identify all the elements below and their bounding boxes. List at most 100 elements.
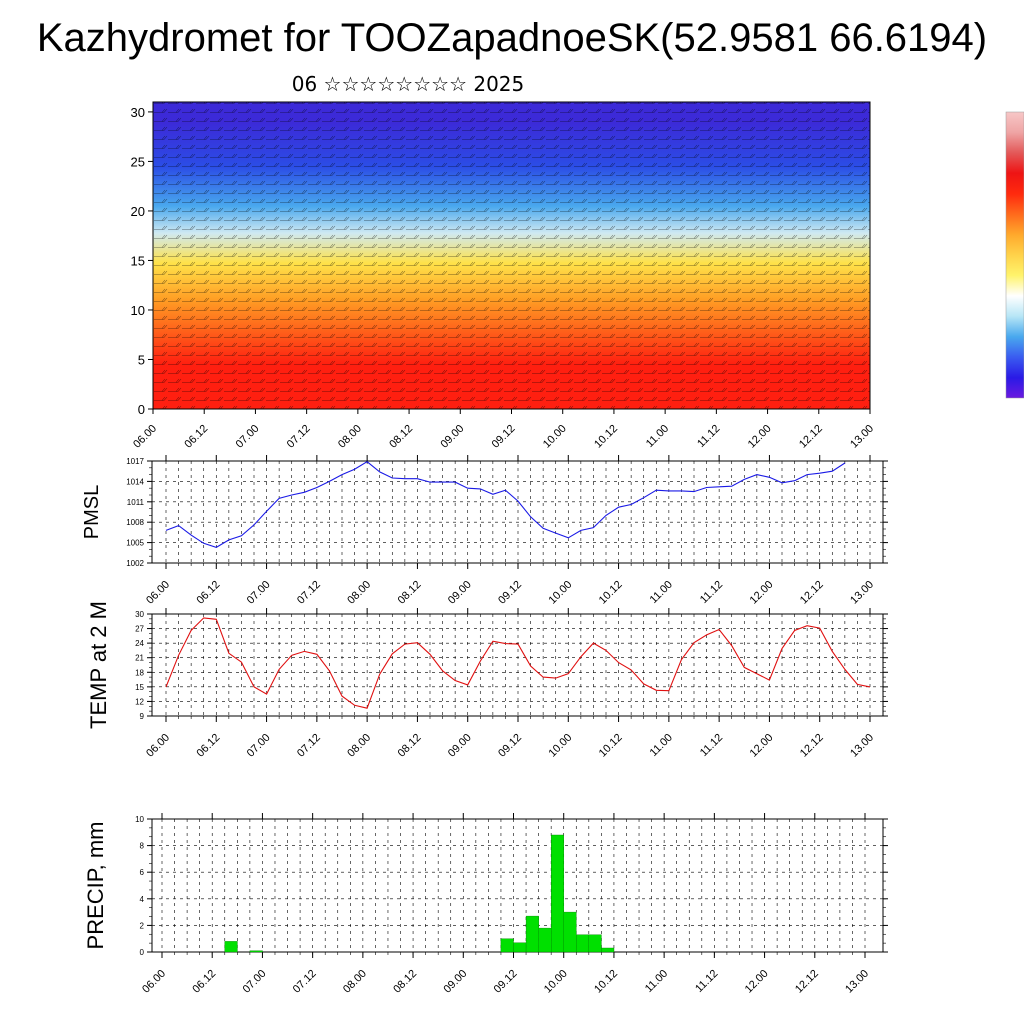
x-tick-label: 12.12 bbox=[798, 732, 826, 760]
x-tick-label: 06.00 bbox=[140, 968, 168, 996]
x-tick-label: 06.12 bbox=[182, 423, 210, 451]
x-tick-label: 09.00 bbox=[446, 579, 474, 607]
y-tick-label: 6 bbox=[140, 868, 145, 877]
x-tick-label: 07.00 bbox=[245, 732, 273, 760]
x-tick-label: 10.00 bbox=[542, 968, 570, 996]
x-tick-label: 08.12 bbox=[396, 732, 424, 760]
y-tick-label: 1011 bbox=[127, 498, 145, 507]
x-tick-label: 11.12 bbox=[693, 968, 720, 995]
y-tick-label: 21 bbox=[135, 654, 144, 663]
x-tick-label: 07.00 bbox=[241, 968, 269, 996]
y-tick-label: 8 bbox=[140, 842, 145, 851]
x-tick-label: 12.12 bbox=[793, 968, 821, 996]
y-tick-label: 1002 bbox=[126, 559, 144, 568]
x-tick-label: 13.00 bbox=[848, 732, 876, 760]
precip-bar bbox=[601, 947, 615, 953]
y-tick-label: 27 bbox=[135, 625, 144, 634]
x-tick-label: 13.00 bbox=[843, 968, 871, 996]
cross-section-heatmap: 0 5 10 15 20 25 30 06.00 06.12 07.00 07.12 08.00 08.… bbox=[131, 101, 876, 451]
precip-bar bbox=[551, 834, 565, 953]
colorbar bbox=[1005, 111, 1024, 399]
x-tick-label: 13.00 bbox=[848, 423, 876, 451]
x-tick-label: 07.00 bbox=[234, 423, 262, 451]
x-tick-label: 10.12 bbox=[597, 579, 625, 607]
x-tick-label: 11.00 bbox=[648, 579, 675, 606]
x-tick-label: 06.00 bbox=[144, 732, 172, 760]
x-tick-label: 08.00 bbox=[336, 423, 364, 451]
y-tick-label: 0 bbox=[138, 402, 145, 417]
y-tick-label: 9 bbox=[140, 712, 145, 721]
y-tick-label: 30 bbox=[131, 105, 145, 120]
x-tick-label: 12.00 bbox=[748, 732, 776, 760]
x-tick-label: 06.00 bbox=[131, 423, 159, 451]
x-tick-label: 11.12 bbox=[695, 423, 722, 450]
y-tick-label: 15 bbox=[131, 253, 145, 268]
x-tick-label: 11.00 bbox=[643, 968, 670, 995]
x-tick-label: 10.00 bbox=[546, 579, 574, 607]
x-tick-label: 09.00 bbox=[438, 423, 466, 451]
x-tick-label: 10.12 bbox=[597, 732, 625, 760]
precip-chart: 0 2 4 6 8 10 06.00 06.12 07.00 07.12 08.00 08.12 09.… bbox=[83, 813, 888, 996]
wind-barbs bbox=[153, 102, 870, 409]
x-tick-label: 10.00 bbox=[541, 423, 569, 451]
y-tick-label: 25 bbox=[131, 154, 145, 169]
plot-frame bbox=[151, 818, 884, 953]
x-tick-label: 10.00 bbox=[546, 732, 574, 760]
y-axis-label: PRECIP, mm bbox=[83, 822, 108, 950]
x-tick-label: 08.00 bbox=[345, 732, 373, 760]
y-tick-label: 24 bbox=[135, 639, 144, 648]
x-tick-label: 08.12 bbox=[396, 579, 424, 607]
y-tick-label: 5 bbox=[138, 352, 145, 367]
precip-bar bbox=[249, 950, 263, 953]
y-tick-label: 18 bbox=[135, 668, 144, 677]
y-tick-label: 10 bbox=[135, 815, 144, 824]
temp-line bbox=[165, 617, 871, 709]
x-tick-label: 09.12 bbox=[490, 423, 518, 451]
y-tick-label: 1008 bbox=[126, 518, 144, 527]
y-tick-label: 15 bbox=[135, 683, 144, 692]
x-tick-label: 07.12 bbox=[291, 968, 319, 996]
x-tick-label: 12.12 bbox=[797, 423, 825, 451]
x-tick-label: 11.12 bbox=[698, 732, 725, 759]
precip-bar bbox=[513, 942, 527, 953]
y-tick-label: 1014 bbox=[126, 477, 144, 486]
x-tick-label: 12.00 bbox=[746, 423, 774, 451]
y-tick-label: 1017 bbox=[126, 457, 144, 466]
x-tick-label: 12.00 bbox=[743, 968, 771, 996]
x-tick-label: 07.12 bbox=[295, 732, 323, 760]
y-tick-label: 4 bbox=[140, 895, 145, 904]
x-tick-label: 10.12 bbox=[592, 423, 620, 451]
y-axis-label: PMSL bbox=[81, 485, 103, 539]
x-tick-label: 09.12 bbox=[492, 968, 520, 996]
x-tick-label: 12.12 bbox=[798, 579, 826, 607]
y-tick-label: 1005 bbox=[126, 539, 144, 548]
x-tick-label: 07.12 bbox=[285, 423, 313, 451]
y-tick-label: 0 bbox=[140, 948, 145, 957]
x-tick-label: 09.12 bbox=[496, 732, 524, 760]
x-tick-label: 11.12 bbox=[698, 579, 725, 606]
x-tick-label: 10.12 bbox=[592, 968, 620, 996]
plot-frame bbox=[151, 460, 884, 564]
x-tick-label: 12.00 bbox=[748, 579, 776, 607]
x-tick-label: 07.00 bbox=[245, 579, 273, 607]
plot-frame bbox=[151, 613, 884, 717]
pmsl-line bbox=[165, 461, 846, 549]
x-tick-label: 09.12 bbox=[496, 579, 524, 607]
x-tick-label: 09.00 bbox=[446, 732, 474, 760]
page-title: Kazhydromet for TOOZapadnoeSK(52.9581 66… bbox=[36, 16, 988, 60]
x-tick-label: 09.00 bbox=[441, 968, 469, 996]
x-tick-label: 11.00 bbox=[648, 732, 675, 759]
y-tick-label: 2 bbox=[140, 921, 145, 930]
precip-bar bbox=[224, 941, 238, 953]
x-tick-label: 06.00 bbox=[144, 579, 172, 607]
y-tick-label: 20 bbox=[131, 204, 145, 219]
x-tick-label: 06.12 bbox=[194, 579, 222, 607]
x-tick-label: 11.00 bbox=[644, 423, 671, 450]
y-tick-label: 30 bbox=[135, 610, 144, 619]
pmsl-chart: 1002 1005 1008 1011 1014 1017 06.00 06.12 07.00 0… bbox=[81, 455, 888, 607]
y-tick-label: 12 bbox=[135, 697, 144, 706]
precip-bar bbox=[500, 938, 514, 953]
x-tick-label: 08.00 bbox=[345, 579, 373, 607]
page-subtitle: 06 ☆☆☆☆☆☆☆☆ 2025 bbox=[291, 72, 525, 96]
